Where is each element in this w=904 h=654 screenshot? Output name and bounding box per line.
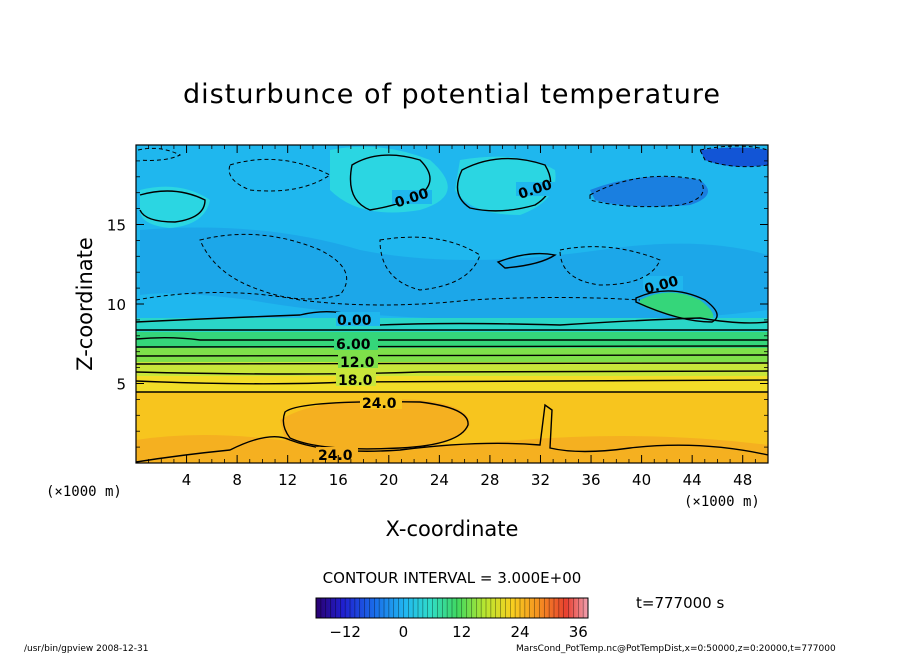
contour-label: 24.0: [318, 448, 353, 464]
field-cold-core: [590, 176, 708, 207]
contour-line: [589, 175, 704, 208]
contour-label: 24.0: [362, 396, 397, 412]
contour-line: [136, 354, 768, 357]
x-tick-label: 44: [683, 471, 702, 489]
y-tick-label: 5: [116, 376, 126, 394]
contour-line: [136, 337, 768, 341]
contour-line: [136, 370, 768, 375]
contour-label: 18.0: [338, 373, 373, 389]
x-tick-label: 20: [379, 471, 398, 489]
colorbar-tick-label: 36: [569, 623, 588, 641]
contour-line: [496, 252, 557, 269]
contours-dashed: [136, 145, 768, 306]
contour-line: [199, 233, 348, 300]
colorbar-tick-label: 0: [399, 623, 409, 641]
colorbar-tick-label: 24: [510, 623, 529, 641]
x-axis-label: X-coordinate: [386, 517, 519, 541]
contour-line: [136, 311, 768, 326]
contour-line: [136, 403, 768, 463]
contour-line: [137, 147, 182, 161]
x-tick-label: 40: [632, 471, 651, 489]
field-surface-orange: [280, 399, 470, 452]
x-tick-label: 16: [329, 471, 348, 489]
field-cold-core: [700, 147, 768, 167]
field-band-yellowgreen: [136, 362, 768, 376]
x-tick-label: 12: [278, 471, 297, 489]
y-axis-label: Z-coordinate: [73, 237, 97, 371]
x-tick-label: 36: [581, 471, 600, 489]
contour-line: [699, 145, 768, 168]
colorbar-tick-label: −12: [329, 623, 361, 641]
x-tick-label: 32: [531, 471, 550, 489]
contour-line: [139, 190, 206, 223]
contour-interval-text: CONTOUR INTERVAL = 3.000E+00: [323, 569, 582, 587]
contour-label: 12.0: [340, 355, 375, 371]
contour-line: [136, 292, 641, 306]
plot-area: 0.00 0.00 0.00 0.00 6.00 12.0 18.0 24.0 …: [136, 145, 768, 464]
x-axis: 4 8 12 16 20 24 28 32 36 40 44 48: [148, 145, 756, 489]
footer-right: MarsCond_PotTemp.nc@PotTempDist,x=0:5000…: [516, 644, 836, 654]
field-warm-streak: [640, 292, 714, 322]
field-band-yellow: [136, 376, 768, 392]
footer-left: /usr/bin/gpview 2008-12-31: [24, 644, 148, 654]
contours-solid: [136, 154, 768, 463]
colorbar-ticks: −12 0 12 24 36: [329, 623, 588, 641]
field-dark-patch: [140, 227, 768, 322]
y-tick-label: 10: [107, 296, 126, 314]
colorbar-stripes: [320, 598, 584, 618]
chart-title: disturbunce of potential temperature: [183, 79, 721, 110]
x-unit-label-left: (×1000 m): [46, 484, 122, 500]
contour-line: [379, 236, 481, 291]
field-light-patch: [455, 156, 556, 215]
contour-line: [559, 246, 661, 286]
contour-line: [456, 157, 552, 212]
colorbar-tick-label: 12: [452, 623, 471, 641]
y-axis: 5 10 15: [107, 160, 768, 448]
x-tick-label: 8: [232, 471, 242, 489]
y-tick-label: 15: [107, 217, 126, 235]
contour-line: [635, 290, 718, 323]
time-label: t=777000 s: [636, 594, 724, 612]
x-tick-label: 28: [480, 471, 499, 489]
x-tick-label: 4: [182, 471, 192, 489]
contour-label: 6.00: [336, 337, 371, 353]
contour-line: [228, 158, 331, 192]
x-tick-label: 24: [430, 471, 449, 489]
x-unit-label-right: (×1000 m): [684, 494, 760, 510]
contour-line: [136, 362, 768, 365]
x-tick-label: 48: [733, 471, 752, 489]
contour-line: [136, 345, 768, 348]
contour-label: 0.00: [337, 313, 372, 329]
